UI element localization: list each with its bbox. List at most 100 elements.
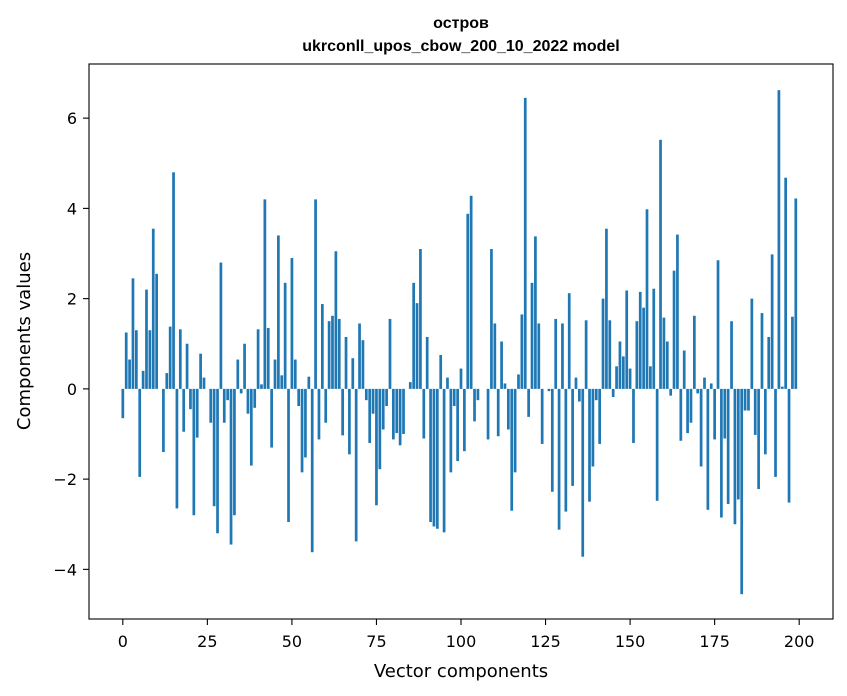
bar-178 <box>723 388 727 439</box>
bar-176 <box>716 260 720 389</box>
bar-2 <box>128 359 131 389</box>
x-tick-label: 25 <box>197 632 217 651</box>
bar-150 <box>628 368 632 389</box>
bar-21 <box>192 388 196 516</box>
bar-66 <box>344 336 348 389</box>
bar-119 <box>523 97 527 389</box>
bar-126 <box>547 388 551 392</box>
bar-149 <box>625 290 629 389</box>
bar-43 <box>266 327 270 389</box>
bar-52 <box>297 388 301 407</box>
bar-136 <box>581 388 585 557</box>
bar-111 <box>496 388 500 437</box>
bar-144 <box>608 320 612 389</box>
bar-0 <box>121 388 125 419</box>
bar-184 <box>743 388 747 411</box>
bar-185 <box>747 388 750 411</box>
bar-90 <box>425 336 429 389</box>
bar-186 <box>750 298 754 389</box>
bar-146 <box>615 366 618 389</box>
bar-113 <box>503 383 507 389</box>
bar-115 <box>510 388 514 511</box>
y-tick-label: 2 <box>67 290 77 309</box>
bar-5 <box>138 388 142 477</box>
bar-140 <box>594 388 598 401</box>
bar-71 <box>361 340 365 389</box>
bar-53 <box>300 388 304 473</box>
bar-78 <box>385 388 388 407</box>
bar-77 <box>381 388 385 430</box>
bar-180 <box>730 321 733 389</box>
bar-166 <box>682 350 686 389</box>
bar-9 <box>151 228 155 389</box>
bar-100 <box>459 368 463 389</box>
bar-129 <box>557 388 561 530</box>
bar-70 <box>358 323 361 389</box>
bar-30 <box>222 388 226 423</box>
bar-54 <box>304 388 307 458</box>
bar-12 <box>162 388 165 453</box>
bar-152 <box>635 321 639 389</box>
bar-87 <box>415 303 419 389</box>
bar-148 <box>621 356 625 389</box>
bar-103 <box>469 195 473 389</box>
bar-172 <box>703 377 706 389</box>
y-tick-label: 4 <box>67 199 77 218</box>
bar-165 <box>679 388 683 441</box>
bar-142 <box>601 298 605 389</box>
bar-22 <box>195 388 199 438</box>
bar-10 <box>155 273 158 389</box>
bar-101 <box>463 388 466 452</box>
bar-118 <box>520 314 524 389</box>
bar-187 <box>753 388 757 435</box>
bar-197 <box>787 388 791 503</box>
bar-188 <box>757 388 760 490</box>
bar-28 <box>216 388 219 534</box>
bar-99 <box>456 388 459 462</box>
bar-36 <box>243 343 246 389</box>
bar-56 <box>310 388 314 553</box>
bar-34 <box>236 359 240 389</box>
x-axis-ticks: 0 25 50 75 100 125 150 175 200 <box>118 619 814 651</box>
bar-105 <box>476 388 480 401</box>
bar-32 <box>229 388 233 545</box>
bar-94 <box>439 355 443 389</box>
bar-158 <box>655 388 659 501</box>
bar-38 <box>249 388 253 466</box>
bar-189 <box>760 313 764 389</box>
bar-1 <box>124 332 128 389</box>
bar-82 <box>398 388 402 446</box>
chart-subtitle: ukrconll_upos_cbow_200_10_2022 model <box>302 38 619 55</box>
bar-156 <box>649 366 652 389</box>
bar-17 <box>178 329 182 389</box>
bar-55 <box>307 376 311 389</box>
bar-123 <box>537 323 541 389</box>
bar-20 <box>189 388 192 410</box>
x-tick-label: 100 <box>446 632 477 651</box>
bar-29 <box>219 262 223 389</box>
bar-164 <box>676 234 679 389</box>
bar-64 <box>337 318 341 389</box>
bar-79 <box>388 318 392 389</box>
bar-series <box>121 90 798 595</box>
bar-139 <box>591 388 595 467</box>
bar-121 <box>530 282 534 389</box>
bar-151 <box>632 388 635 444</box>
bar-88 <box>419 249 422 389</box>
bar-45 <box>273 359 277 389</box>
bar-112 <box>500 341 503 389</box>
bar-132 <box>567 293 571 389</box>
bar-50 <box>290 258 294 389</box>
bar-18 <box>182 388 186 432</box>
bar-3 <box>131 278 135 389</box>
bar-58 <box>317 388 321 440</box>
bar-93 <box>435 388 439 529</box>
bar-124 <box>540 388 544 444</box>
bar-194 <box>777 90 781 389</box>
x-axis-label: Vector components <box>374 661 548 682</box>
bar-160 <box>662 317 666 389</box>
bar-127 <box>550 388 554 492</box>
bar-41 <box>260 384 263 389</box>
bar-68 <box>351 358 355 389</box>
